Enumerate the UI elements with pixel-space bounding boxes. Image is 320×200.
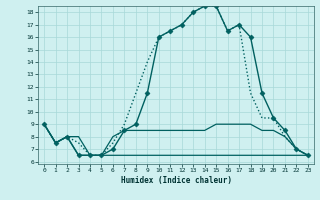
X-axis label: Humidex (Indice chaleur): Humidex (Indice chaleur) xyxy=(121,176,231,185)
